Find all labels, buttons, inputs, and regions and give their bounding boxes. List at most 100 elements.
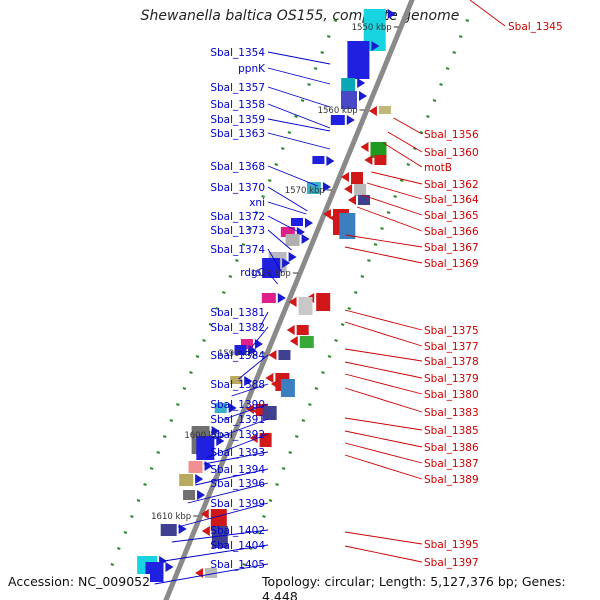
gene-block-reverse <box>240 339 253 349</box>
right-gene-label: Sbal_1389 <box>424 474 479 486</box>
left-gene-label: Sbal_1384 <box>210 350 265 362</box>
right-gene-label: Sbal_1362 <box>424 179 479 191</box>
right-gene-leader <box>393 117 423 135</box>
right-gene-leader <box>371 171 423 185</box>
track-tick <box>353 291 358 294</box>
left-gene-label: Sbal_1399 <box>210 498 265 510</box>
gene-arrow-forward <box>286 325 295 335</box>
track-tick <box>432 99 437 102</box>
right-gene-leader <box>344 361 423 379</box>
gene-arrow-forward <box>322 209 331 219</box>
track-tick <box>386 211 391 214</box>
right-gene-leader <box>344 373 423 395</box>
left-gene-label: Sbal_1392 <box>210 429 265 441</box>
left-gene-leader <box>213 418 269 440</box>
track-tick <box>262 515 266 518</box>
left-gene-label: rdgC <box>240 267 265 279</box>
gene-arrow-forward <box>364 155 373 165</box>
right-gene-leader <box>366 182 423 200</box>
left-gene-label: ppnK <box>238 63 266 75</box>
track-tick <box>254 211 259 214</box>
gene-block-reverse <box>183 490 196 500</box>
track-tick <box>294 435 299 438</box>
track-tick <box>380 227 384 230</box>
track-tick <box>182 387 187 390</box>
gene-block-forward <box>358 195 370 205</box>
gene-arrow-reverse <box>228 403 237 413</box>
track-tick <box>373 243 378 246</box>
left-gene-leader <box>267 132 331 150</box>
gene-block-reverse <box>280 227 295 237</box>
gene-arrow-reverse <box>346 115 355 125</box>
track-tick <box>255 531 260 534</box>
left-gene-label: Sbal_1363 <box>210 128 265 140</box>
right-gene-label: Sbal_1383 <box>424 407 479 419</box>
track-tick <box>287 131 292 134</box>
right-gene-label: Sbal_1375 <box>424 325 479 337</box>
track-tick <box>242 563 247 566</box>
gene-block-forward <box>296 325 309 335</box>
track-tick <box>313 67 318 70</box>
left-gene-label: Sbal_1359 <box>210 114 265 126</box>
gene-block-reverse <box>341 91 357 109</box>
left-gene-leader <box>259 311 269 329</box>
right-gene-label: Sbal_1380 <box>424 389 479 401</box>
track-tick <box>307 83 311 86</box>
left-gene-label: Sbal_1368 <box>210 161 265 173</box>
right-gene-leader <box>344 430 423 448</box>
gene-arrow-reverse <box>165 562 174 572</box>
gene-block-reverse <box>188 461 203 473</box>
track-tick <box>301 419 306 422</box>
track-tick <box>235 259 239 262</box>
right-gene-leader <box>469 0 506 27</box>
right-gene-label: Sbal_1356 <box>424 129 479 141</box>
right-gene-leader <box>344 454 423 480</box>
left-gene-leader <box>238 354 269 380</box>
track-tick <box>465 19 470 22</box>
kbp-marker-label: 1590 kbp <box>218 349 258 359</box>
right-gene-leader <box>344 246 423 264</box>
right-gene-label: Sbal_1387 <box>424 458 479 470</box>
gene-arrow-forward <box>252 406 261 416</box>
left-gene-leader <box>171 529 269 543</box>
left-gene-leader <box>267 201 307 215</box>
right-gene-label: Sbal_1345 <box>508 21 563 33</box>
gene-block-forward <box>280 379 295 397</box>
left-gene-leader <box>267 86 331 108</box>
left-gene-leader <box>267 67 331 85</box>
left-gene-leader <box>251 326 269 348</box>
left-gene-leader <box>206 433 269 459</box>
track-tick <box>419 131 424 134</box>
gene-arrow-reverse <box>282 258 291 268</box>
right-gene-leader <box>344 309 423 331</box>
gene-block-forward <box>211 526 228 548</box>
gene-block-reverse <box>262 258 281 278</box>
gene-arrow-forward <box>348 195 356 205</box>
track-tick <box>314 387 319 390</box>
left-gene-leader <box>177 502 269 528</box>
left-gene-label: Sbal_1388 <box>210 379 265 391</box>
track-tick <box>221 291 226 294</box>
right-gene-label: Sbal_1379 <box>424 373 479 385</box>
right-gene-label: Sbal_1366 <box>424 226 479 238</box>
gene-arrow-reverse <box>254 339 263 349</box>
track-tick <box>143 483 147 486</box>
gene-arrow-reverse <box>244 376 253 386</box>
gene-arrow-reverse <box>248 345 257 355</box>
left-gene-leader <box>195 468 269 486</box>
left-gene-label: Sbal_1373 <box>210 225 265 237</box>
gene-arrow-reverse <box>197 490 206 500</box>
track-tick <box>288 451 292 454</box>
track-tick <box>149 467 154 470</box>
left-gene-label: Sbal_1394 <box>210 464 265 476</box>
track-tick <box>445 67 450 70</box>
right-gene-label: Sbal_1369 <box>424 258 479 270</box>
left-gene-label: Sbal_1382 <box>210 322 265 334</box>
left-gene-label: Sbal_1381 <box>210 307 265 319</box>
gene-block-reverse <box>196 436 215 460</box>
gene-block-forward <box>354 184 367 196</box>
track-tick <box>439 83 443 86</box>
gene-block-reverse <box>160 524 177 536</box>
left-gene-leader <box>267 248 283 274</box>
track-tick <box>347 307 352 310</box>
